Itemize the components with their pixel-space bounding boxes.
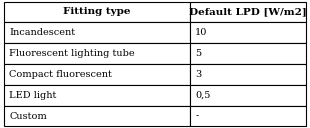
Text: Fluorescent lighting tube: Fluorescent lighting tube: [9, 49, 135, 58]
Text: 5: 5: [195, 49, 202, 58]
Bar: [190, 64, 306, 85]
Bar: [190, 43, 306, 64]
Bar: [4, 2, 190, 22]
Bar: [4, 22, 190, 43]
Text: LED light: LED light: [9, 91, 56, 100]
Bar: [4, 43, 190, 64]
Text: Custom: Custom: [9, 112, 47, 121]
Text: Fitting type: Fitting type: [63, 7, 131, 16]
Bar: [190, 106, 306, 126]
Text: Compact fluorescent: Compact fluorescent: [9, 70, 112, 79]
Text: Incandescent: Incandescent: [9, 28, 75, 37]
Text: 3: 3: [195, 70, 202, 79]
Bar: [4, 106, 190, 126]
Bar: [4, 85, 190, 106]
Bar: [190, 85, 306, 106]
Bar: [190, 2, 306, 22]
Bar: [4, 64, 190, 85]
Text: 10: 10: [195, 28, 208, 37]
Text: -: -: [195, 112, 198, 121]
Bar: [190, 22, 306, 43]
Text: Default LPD [W/m2]: Default LPD [W/m2]: [189, 7, 307, 16]
Text: 0,5: 0,5: [195, 91, 210, 100]
